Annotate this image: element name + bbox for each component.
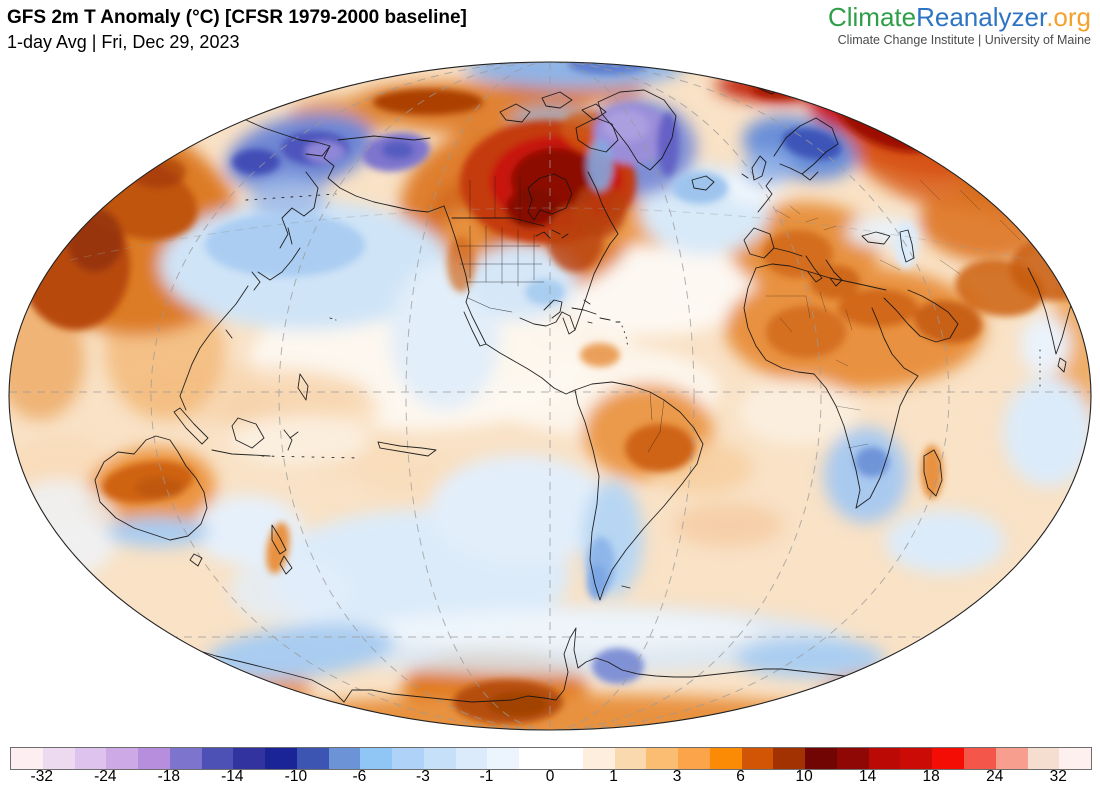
graticule xyxy=(9,62,1091,730)
coastlines xyxy=(94,83,1075,703)
colorbar-segment xyxy=(42,748,75,769)
page-title: GFS 2m T Anomaly (°C) [CFSR 1979-2000 ba… xyxy=(7,7,467,28)
colorbar-tick-label: -18 xyxy=(157,768,181,785)
colorbar-segment xyxy=(233,748,266,769)
colorbar-tick-label: 3 xyxy=(672,768,682,785)
colorbar-segment xyxy=(455,748,488,769)
colorbar-segment xyxy=(868,748,901,769)
colorbar-segment xyxy=(11,748,43,769)
colorbar-segment xyxy=(805,748,837,769)
colorbar-segment xyxy=(551,748,583,769)
colorbar-tick-label: 0 xyxy=(545,768,555,785)
colorbar-segment xyxy=(328,748,361,769)
colorbar-segment xyxy=(169,748,202,769)
colorbar-segment xyxy=(932,748,964,769)
colorbar-segment xyxy=(201,748,234,769)
anomaly-map xyxy=(0,60,1100,740)
colorbar-segment xyxy=(678,748,710,769)
colorbar-segment xyxy=(582,748,615,769)
colorbar-tick-label: 14 xyxy=(859,768,877,785)
logo-part-org: .org xyxy=(1046,2,1091,32)
colorbar-tick-label: -10 xyxy=(284,768,308,785)
colorbar-segment xyxy=(963,748,996,769)
colorbar-segment xyxy=(106,748,139,769)
institution-tagline: Climate Change Institute | University of… xyxy=(837,33,1091,47)
colorbar-segment xyxy=(773,748,806,769)
world-anomaly-svg xyxy=(8,61,1092,731)
branding: ClimateReanalyzer.org Climate Change Ins… xyxy=(828,2,1091,48)
site-logo[interactable]: ClimateReanalyzer.org xyxy=(828,2,1091,32)
colorbar-segment xyxy=(1059,748,1092,769)
colorbar-tick-label: -32 xyxy=(30,768,53,785)
logo-part-climate: Climate xyxy=(827,2,917,32)
colorbar-segment xyxy=(423,748,456,769)
logo-part-reanalyzer: Reanalyzer xyxy=(916,2,1047,32)
colorbar-segment xyxy=(836,748,869,769)
map-outline xyxy=(8,61,1092,731)
colorbar xyxy=(10,747,1092,770)
colorbar-tick-label: 18 xyxy=(922,768,940,785)
colorbar-tick-label: -1 xyxy=(479,768,494,785)
colorbar-segment xyxy=(487,748,520,769)
colorbar-segment xyxy=(519,748,552,769)
colorbar-segment xyxy=(1027,748,1060,769)
colorbar-segment xyxy=(646,748,679,769)
colorbar-segment xyxy=(995,748,1028,769)
colorbar-segment xyxy=(265,748,297,769)
colorbar-segment xyxy=(900,748,933,769)
colorbar-tick-label: 1 xyxy=(609,768,618,785)
colorbar-segment xyxy=(138,748,170,769)
colorbar-tick-label: -24 xyxy=(94,768,117,785)
page-subtitle: 1-day Avg | Fri, Dec 29, 2023 xyxy=(7,32,240,52)
colorbar-segment xyxy=(392,748,424,769)
header: GFS 2m T Anomaly (°C) [CFSR 1979-2000 ba… xyxy=(7,5,467,54)
colorbar-tick-label: 24 xyxy=(986,768,1004,785)
colorbar-tick-label: -3 xyxy=(416,768,430,785)
colorbar-segment xyxy=(296,748,329,769)
colorbar-segment xyxy=(74,748,107,769)
colorbar-tick-label: -6 xyxy=(352,768,367,785)
colorbar-tick-label: 32 xyxy=(1049,768,1067,785)
colorbar-segment xyxy=(614,748,647,769)
colorbar-tick-label: -14 xyxy=(221,768,244,785)
colorbar-segment xyxy=(741,748,774,769)
colorbar-segment xyxy=(360,748,393,769)
colorbar-segment xyxy=(709,748,742,769)
colorbar-tick-label: 6 xyxy=(736,768,745,785)
colorbar-tick-label: 10 xyxy=(795,768,813,785)
colorbar-ticks: -32 -24 -18 -14 -10 -6 -3 -1 0 1 3 6 10 14 18 24 32 xyxy=(0,768,1100,790)
